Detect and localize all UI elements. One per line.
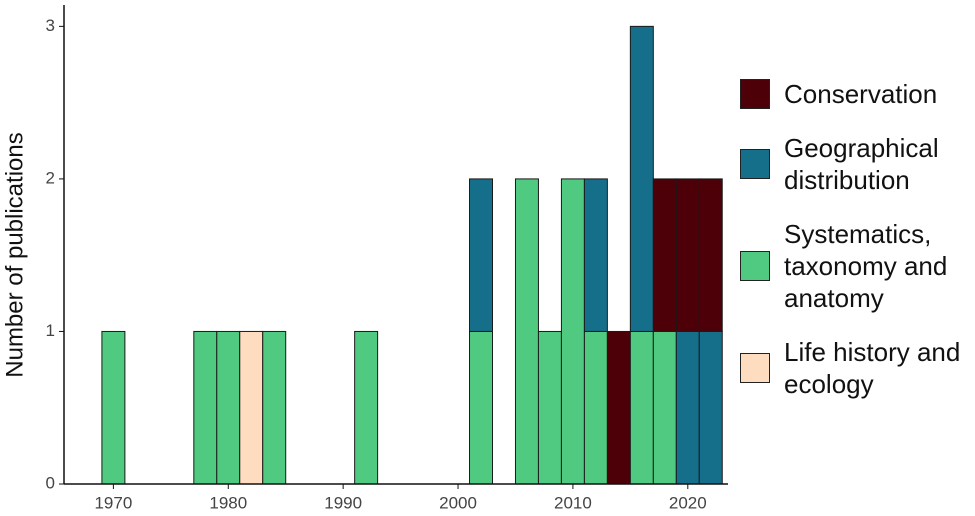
bar	[537, 330, 562, 485]
bar	[239, 330, 264, 485]
bar	[675, 178, 700, 332]
x-tick-label: 1990	[324, 493, 362, 512]
bar	[101, 330, 126, 485]
legend: Conservation Geographical distribution Sys…	[740, 78, 975, 422]
legend-swatch	[740, 251, 770, 281]
bar	[514, 178, 539, 485]
y-tick-label: 1	[46, 321, 55, 340]
legend-label: Geographical distribution	[784, 133, 939, 195]
bar	[262, 330, 287, 485]
bar	[698, 330, 723, 485]
legend-swatch	[740, 353, 770, 383]
legend-item: Life history and ecology	[740, 336, 975, 400]
bar	[193, 330, 218, 485]
legend-item: Conservation	[740, 78, 975, 110]
bar	[606, 330, 631, 485]
bar	[675, 330, 700, 485]
legend-label: Life history and ecology	[784, 337, 961, 399]
bar	[216, 330, 241, 485]
legend-item: Geographical distribution	[740, 132, 975, 196]
legend-label: Systematics, taxonomy and anatomy	[784, 219, 948, 313]
bar	[354, 330, 379, 485]
x-tick-label: 2010	[554, 493, 592, 512]
x-tick-label: 1980	[209, 493, 247, 512]
bar	[583, 178, 608, 332]
x-tick-label: 1970	[94, 493, 132, 512]
legend-label: Conservation	[784, 79, 938, 109]
bar	[469, 178, 493, 332]
x-tick-label: 2000	[439, 493, 477, 512]
bar	[698, 178, 723, 332]
bar	[469, 330, 493, 485]
bar	[629, 330, 654, 485]
bar	[629, 25, 654, 332]
bar	[583, 330, 608, 485]
y-tick-label: 0	[46, 473, 55, 492]
legend-swatch	[740, 79, 770, 109]
legend-item: Systematics, taxonomy and anatomy	[740, 218, 975, 314]
y-tick-label: 3	[46, 16, 55, 35]
y-axis-title: Number of publications	[1, 132, 28, 377]
y-tick-label: 2	[46, 168, 55, 187]
bar	[652, 178, 677, 332]
legend-swatch	[740, 149, 770, 179]
bar	[652, 330, 677, 485]
x-tick-label: 2020	[669, 493, 707, 512]
bar	[560, 178, 585, 485]
